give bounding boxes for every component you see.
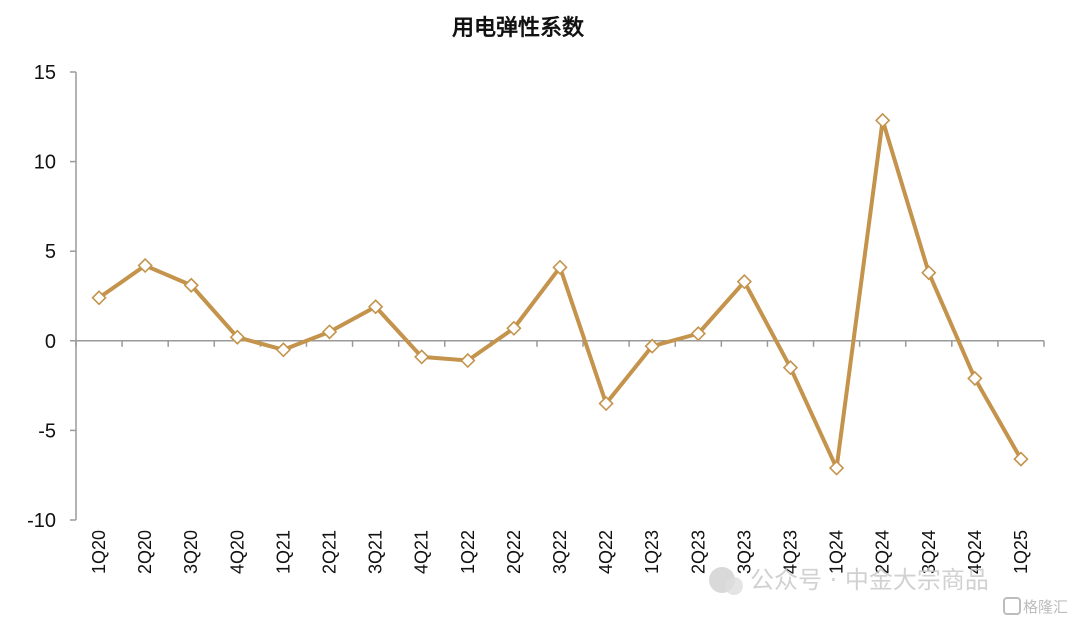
data-point	[460, 352, 476, 369]
x-tick-label: 4Q23	[780, 530, 800, 574]
x-tick-label: 1Q22	[458, 530, 478, 574]
data-point	[736, 274, 753, 290]
y-tick-label: 15	[34, 62, 56, 84]
x-tick-label: 3Q21	[366, 530, 386, 574]
data-point	[552, 259, 568, 275]
x-tick-label: 4Q20	[227, 530, 247, 574]
chart-title: 用电弹性系数	[452, 15, 585, 41]
data-point	[921, 265, 937, 281]
series-line	[97, 118, 1023, 471]
data-point	[644, 338, 660, 354]
watermark-text: 公众号 · 中金大宗商品	[750, 566, 989, 594]
data-point	[506, 320, 522, 336]
data-point	[782, 360, 799, 376]
x-tick-label: 2Q20	[135, 530, 155, 574]
data-point	[275, 342, 292, 358]
data-point	[414, 349, 430, 365]
x-tick-label: 1Q24	[827, 530, 847, 574]
series-markers	[91, 112, 1029, 476]
x-tick-label: 4Q22	[596, 530, 616, 574]
watermark: 公众号 · 中金大宗商品	[709, 566, 989, 595]
data-point	[1013, 451, 1029, 467]
x-tick-label: 1Q25	[1011, 530, 1031, 574]
y-tick-label: -5	[38, 420, 56, 442]
data-point	[367, 299, 384, 315]
x-tick-label: 1Q21	[273, 530, 293, 574]
x-tick-label: 3Q23	[734, 530, 754, 574]
x-tick-label: 3Q22	[550, 530, 570, 574]
wechat-icon-bubble	[725, 577, 743, 595]
y-tick-label: -10	[27, 510, 56, 532]
data-point	[91, 290, 107, 306]
data-point	[967, 370, 983, 387]
y-axis: -10 -5 0 5 10 15	[27, 62, 77, 532]
data-point	[321, 324, 338, 340]
x-tick-label: 4Q21	[412, 530, 432, 574]
brand-logo-text: 格隆汇	[1023, 598, 1068, 616]
x-axis: 1Q20 2Q20 3Q20 4Q20 1Q21 2Q21 3Q21 4Q21 1Q22 2Q22…	[75, 340, 1045, 574]
x-tick-label: 2Q21	[320, 530, 340, 574]
y-tick-label: 5	[45, 241, 56, 263]
x-tick-label: 1Q20	[89, 530, 109, 574]
data-point	[828, 460, 845, 476]
data-point	[875, 112, 891, 129]
x-tick-label: 4Q24	[965, 530, 985, 574]
x-tick-label: 3Q20	[181, 530, 201, 574]
x-tick-label: 1Q23	[642, 530, 662, 574]
data-point	[137, 257, 153, 274]
data-point	[598, 395, 614, 412]
x-tick-label: 2Q24	[873, 530, 893, 574]
x-tick-label: 2Q22	[504, 530, 524, 574]
brand-logo: 格隆汇	[1003, 597, 1068, 616]
data-point	[183, 277, 199, 293]
y-tick-label: 10	[34, 152, 56, 174]
x-tick-label: 3Q24	[919, 530, 939, 574]
data-point	[229, 329, 245, 345]
x-tick-label: 2Q23	[688, 530, 708, 574]
data-point	[690, 326, 706, 342]
brand-logo-icon	[1003, 597, 1021, 615]
series-polyline	[97, 118, 1023, 471]
y-tick-label: 0	[45, 331, 56, 353]
